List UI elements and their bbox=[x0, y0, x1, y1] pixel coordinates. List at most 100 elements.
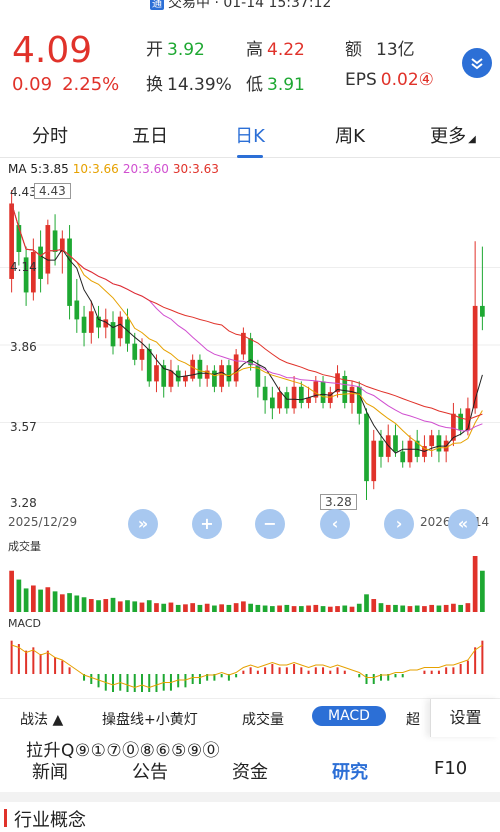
period-tabs: 分时 五日 日K 周K 更多 ◢ bbox=[0, 112, 500, 158]
volume-bar bbox=[371, 599, 377, 612]
volume-bar bbox=[9, 570, 14, 612]
candle-body bbox=[110, 322, 116, 347]
tab-funds[interactable]: 资金 bbox=[232, 762, 268, 783]
candle-body bbox=[197, 359, 203, 379]
volume-bar bbox=[139, 602, 145, 612]
caret-down-icon: ◢ bbox=[468, 134, 476, 145]
tab-research[interactable]: 研究 bbox=[332, 762, 368, 783]
chevron-double-down-icon[interactable] bbox=[462, 48, 492, 78]
high-value: 4.22 bbox=[267, 40, 305, 60]
zoom-out-icon[interactable]: − bbox=[255, 509, 285, 539]
volume-bar bbox=[16, 579, 22, 612]
ma5-value: MA 5:3.85 bbox=[8, 162, 69, 176]
candle-body bbox=[342, 376, 348, 403]
candle-body bbox=[154, 365, 159, 382]
candle-body bbox=[212, 370, 217, 387]
axis-label-4: 3.57 bbox=[10, 420, 37, 434]
axis-label-top: 4.43 bbox=[10, 185, 37, 199]
candle-body bbox=[67, 238, 72, 306]
strategy-menu[interactable]: 战法 ▲ bbox=[20, 712, 64, 728]
candle-body bbox=[59, 238, 65, 252]
tab-f10[interactable]: F10 bbox=[434, 758, 468, 779]
candle-body bbox=[262, 386, 268, 401]
open-label: 开 bbox=[146, 40, 163, 60]
candle-body bbox=[190, 359, 196, 379]
volume-chart[interactable] bbox=[0, 552, 500, 614]
volume-bar bbox=[161, 603, 167, 612]
last-price: 4.09 bbox=[12, 30, 93, 71]
volume-bar bbox=[356, 603, 362, 612]
candle-body bbox=[306, 397, 311, 403]
volume-bar bbox=[67, 593, 72, 612]
info-tabs: 新闻 公告 资金 研究 F10 bbox=[0, 752, 500, 788]
candle-body bbox=[30, 252, 36, 293]
volume-bar bbox=[59, 594, 65, 612]
volume-bar bbox=[480, 570, 485, 612]
volume-bar bbox=[233, 603, 239, 612]
tab-intraday[interactable]: 分时 bbox=[32, 126, 68, 147]
candle-body bbox=[335, 373, 340, 393]
zoom-in-icon[interactable]: + bbox=[192, 509, 222, 539]
amount-stat: 额 13亿 bbox=[345, 35, 415, 60]
candle-body bbox=[175, 370, 181, 382]
volume-bar bbox=[443, 604, 449, 612]
candle-body bbox=[320, 381, 326, 403]
candle-body bbox=[451, 413, 456, 441]
tab-more[interactable]: 更多 ◢ bbox=[418, 122, 488, 148]
macd-chart[interactable] bbox=[0, 630, 500, 692]
volume-bar bbox=[306, 605, 311, 612]
tab-five-day[interactable]: 五日 bbox=[132, 126, 168, 147]
price-change: 0.09 2.25% bbox=[12, 74, 129, 95]
candle-body bbox=[298, 386, 304, 403]
volume-bar bbox=[190, 603, 196, 612]
candle-body bbox=[204, 370, 210, 379]
volume-bar bbox=[96, 600, 101, 612]
candle-body bbox=[277, 392, 282, 409]
candle-body bbox=[248, 338, 253, 366]
jump-back-icon[interactable]: « bbox=[448, 509, 478, 539]
candle-body bbox=[364, 413, 369, 482]
volume-bar bbox=[400, 605, 406, 612]
low-value: 3.91 bbox=[267, 75, 305, 95]
candle-body bbox=[241, 332, 246, 355]
volume-bar bbox=[298, 606, 304, 612]
volume-bar bbox=[74, 595, 80, 612]
eps-value: 0.02④ bbox=[380, 70, 434, 90]
volume-bar bbox=[393, 604, 398, 612]
candle-body bbox=[226, 365, 232, 382]
scroll-left-icon[interactable]: ‹ bbox=[320, 509, 350, 539]
volume-bar bbox=[436, 605, 442, 612]
tab-announcements[interactable]: 公告 bbox=[132, 762, 168, 783]
low-price-marker: 3.28 bbox=[320, 494, 357, 510]
amount-value: 13亿 bbox=[376, 40, 415, 60]
ma30-value: 30:3.63 bbox=[172, 162, 219, 176]
low-stat: 低 3.91 bbox=[246, 70, 305, 95]
candlestick-chart[interactable] bbox=[0, 180, 500, 510]
volume-bar bbox=[241, 601, 246, 612]
candle-body bbox=[125, 319, 130, 344]
candle-body bbox=[414, 440, 420, 457]
scroll-right-icon[interactable]: › bbox=[384, 509, 414, 539]
candle-body bbox=[52, 230, 58, 252]
tab-news[interactable]: 新闻 bbox=[32, 762, 68, 783]
volume-button[interactable]: 成交量 bbox=[242, 712, 284, 728]
volume-bar bbox=[429, 604, 435, 612]
more-indicator-button[interactable]: 超 bbox=[406, 712, 420, 728]
open-stat: 开 3.92 bbox=[146, 35, 205, 60]
trading-line-button[interactable]: 操盘线+小黄灯 bbox=[102, 712, 198, 728]
candle-body bbox=[284, 392, 290, 409]
tab-daily-k[interactable]: 日K bbox=[220, 122, 280, 158]
turnover-label: 换 bbox=[146, 75, 163, 95]
candle-body bbox=[436, 435, 442, 452]
jump-forward-icon[interactable]: » bbox=[128, 509, 158, 539]
volume-bar bbox=[342, 605, 348, 612]
tab-weekly-k[interactable]: 周K bbox=[335, 126, 365, 147]
volume-bar bbox=[125, 600, 130, 612]
candle-body bbox=[168, 370, 174, 387]
status-strip: 通交易中 · 01-14 15:37:12 bbox=[0, 0, 500, 14]
macd-button[interactable]: MACD bbox=[312, 706, 386, 726]
volume-bar bbox=[349, 606, 355, 612]
settings-button[interactable]: 设置 bbox=[430, 699, 500, 737]
amount-label: 额 bbox=[345, 40, 362, 60]
candle-body bbox=[393, 435, 398, 452]
